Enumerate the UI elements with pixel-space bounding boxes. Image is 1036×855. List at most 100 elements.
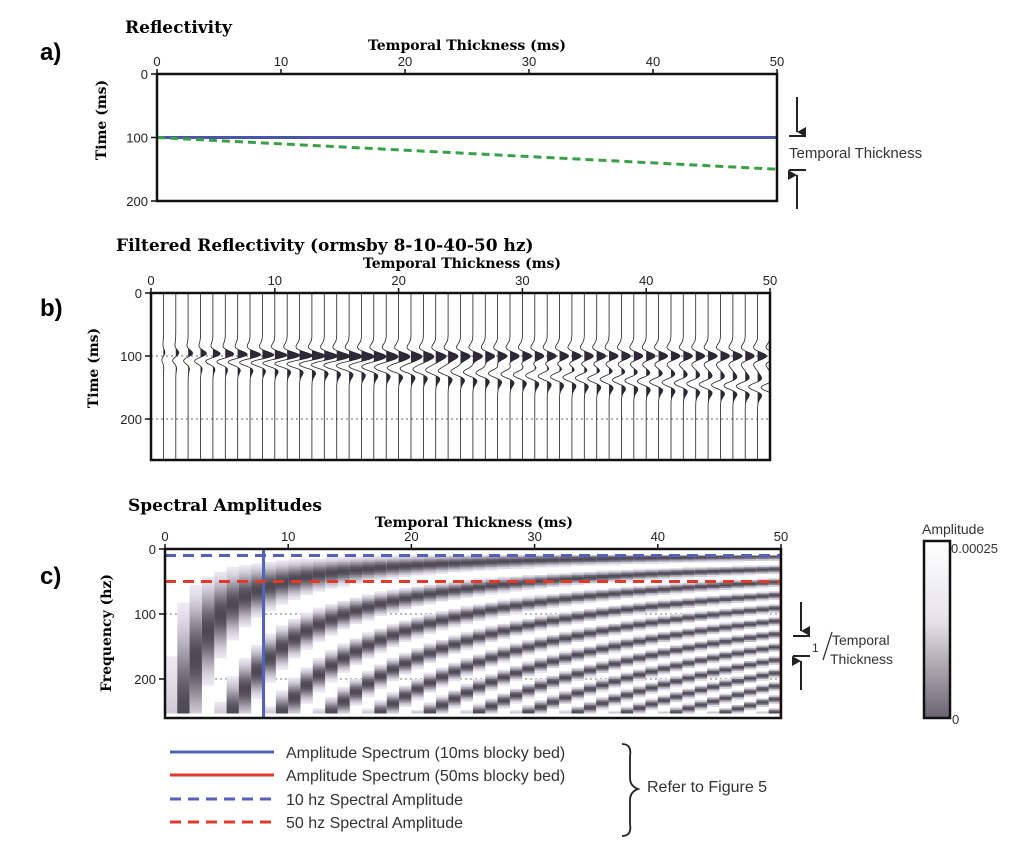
spectrum-cell <box>473 690 486 693</box>
spectrum-cell <box>238 596 252 599</box>
panel-c-ylabel: Frequency (hz) <box>99 574 115 692</box>
spectrum-cell <box>202 662 215 665</box>
spectrum-cell <box>731 708 744 711</box>
spectrum-cell <box>620 614 634 616</box>
wiggle-line <box>636 293 656 460</box>
spectrum-cell <box>694 627 708 629</box>
spectrum-cell <box>670 557 683 560</box>
spectrum-column <box>226 566 239 714</box>
spectrum-cell <box>337 568 350 571</box>
panel-b-title: Filtered Reflectivity (ormsby 8-10-40-50… <box>116 236 534 256</box>
spectrum-cell <box>399 557 412 560</box>
spectrum-cell <box>670 589 683 592</box>
spectrum-cell <box>534 664 547 667</box>
spectrum-cell <box>374 651 387 654</box>
spectrum-cell <box>263 633 276 636</box>
spectrum-cell <box>657 700 671 703</box>
spectrum-cell <box>399 705 412 707</box>
spectrum-cell <box>448 597 461 600</box>
spectrum-cell <box>719 693 732 696</box>
spectrum-cell <box>497 669 510 672</box>
spectrum-cell <box>756 700 769 703</box>
spectrum-cell <box>448 700 461 703</box>
spectrum-cell <box>707 604 720 607</box>
spectrum-cell <box>497 607 510 610</box>
spectrum-cell <box>633 591 646 594</box>
spectrum-cell <box>633 705 646 707</box>
spectrum-cell <box>645 578 658 581</box>
spectrum-cell <box>583 571 597 574</box>
spectrum-cell <box>473 692 486 694</box>
wiggle-fill <box>646 293 656 460</box>
spectrum-cell <box>670 630 683 633</box>
spectrum-cell <box>362 596 375 599</box>
spectrum-cell <box>719 680 732 683</box>
spectrum-cell <box>423 557 436 560</box>
spectrum-cell <box>731 670 744 673</box>
spectrum-cell <box>436 570 449 573</box>
spectrum-cell <box>399 636 412 639</box>
wiggle-trace <box>698 293 718 460</box>
wiggle-line <box>250 293 275 460</box>
spectrum-cell <box>670 635 683 638</box>
spectrum-cell <box>756 568 769 571</box>
wiggle-line <box>587 293 607 460</box>
spectrum-cell <box>386 610 400 613</box>
spectrum-cell <box>571 555 584 558</box>
spectrum-cell <box>620 576 634 579</box>
spectrum-cell <box>485 568 498 571</box>
spectrum-cell <box>374 563 387 566</box>
spectrum-cell <box>559 623 572 626</box>
spectrum-cell <box>189 667 202 670</box>
spectrum-cell <box>645 601 658 603</box>
spectrum-cell <box>522 693 535 696</box>
spectrum-cell <box>362 602 375 605</box>
spectrum-cell <box>423 711 436 714</box>
spectrum-cell <box>214 636 227 639</box>
spectrum-cell <box>645 558 658 561</box>
spectrum-cell <box>596 633 609 636</box>
spectrum-cell <box>731 653 744 655</box>
spectrum-cell <box>312 670 326 673</box>
spectrum-cell <box>485 628 498 631</box>
spectrum-column <box>399 555 412 707</box>
spectrum-cell <box>436 594 449 597</box>
spectrum-cell <box>263 654 276 657</box>
spectrum-cell <box>719 683 732 686</box>
spectrum-cell <box>423 601 436 603</box>
spectrum-cell <box>657 635 671 638</box>
spectrum-cell <box>288 698 301 701</box>
spectrum-cell <box>534 594 547 597</box>
spectrum-cell <box>620 620 634 623</box>
spectrum-cell <box>386 568 400 571</box>
spectrum-cell <box>436 617 449 620</box>
spectrum-cell <box>238 700 252 703</box>
y-tick-label: 0 <box>135 286 142 301</box>
spectrum-cell <box>694 641 708 644</box>
spectrum-cell <box>275 641 289 644</box>
spectrum-cell <box>756 565 769 568</box>
spectrum-cell <box>312 622 326 625</box>
spectrum-cell <box>423 625 436 628</box>
spectrum-cell <box>238 675 252 678</box>
spectrum-cell <box>337 557 350 560</box>
spectrum-cell <box>682 657 695 660</box>
spectrum-cell <box>411 653 424 655</box>
spectrum-cell <box>214 576 227 579</box>
spectrum-cell <box>510 589 523 592</box>
spectrum-cell <box>534 659 547 662</box>
spectrum-cell <box>719 610 732 613</box>
spectrum-cell <box>399 656 412 659</box>
wiggle-line <box>698 293 718 460</box>
spectrum-cell <box>522 625 535 628</box>
spectrum-cell <box>694 625 708 628</box>
spectrum-cell <box>719 701 732 704</box>
spectrum-cell <box>583 656 597 659</box>
spectrum-cell <box>719 622 732 625</box>
spectrum-cell <box>522 565 535 568</box>
spectrum-cell <box>460 594 473 597</box>
spectrum-cell <box>534 708 547 711</box>
spectrum-cell <box>275 666 289 668</box>
spectrum-cell <box>571 672 584 675</box>
